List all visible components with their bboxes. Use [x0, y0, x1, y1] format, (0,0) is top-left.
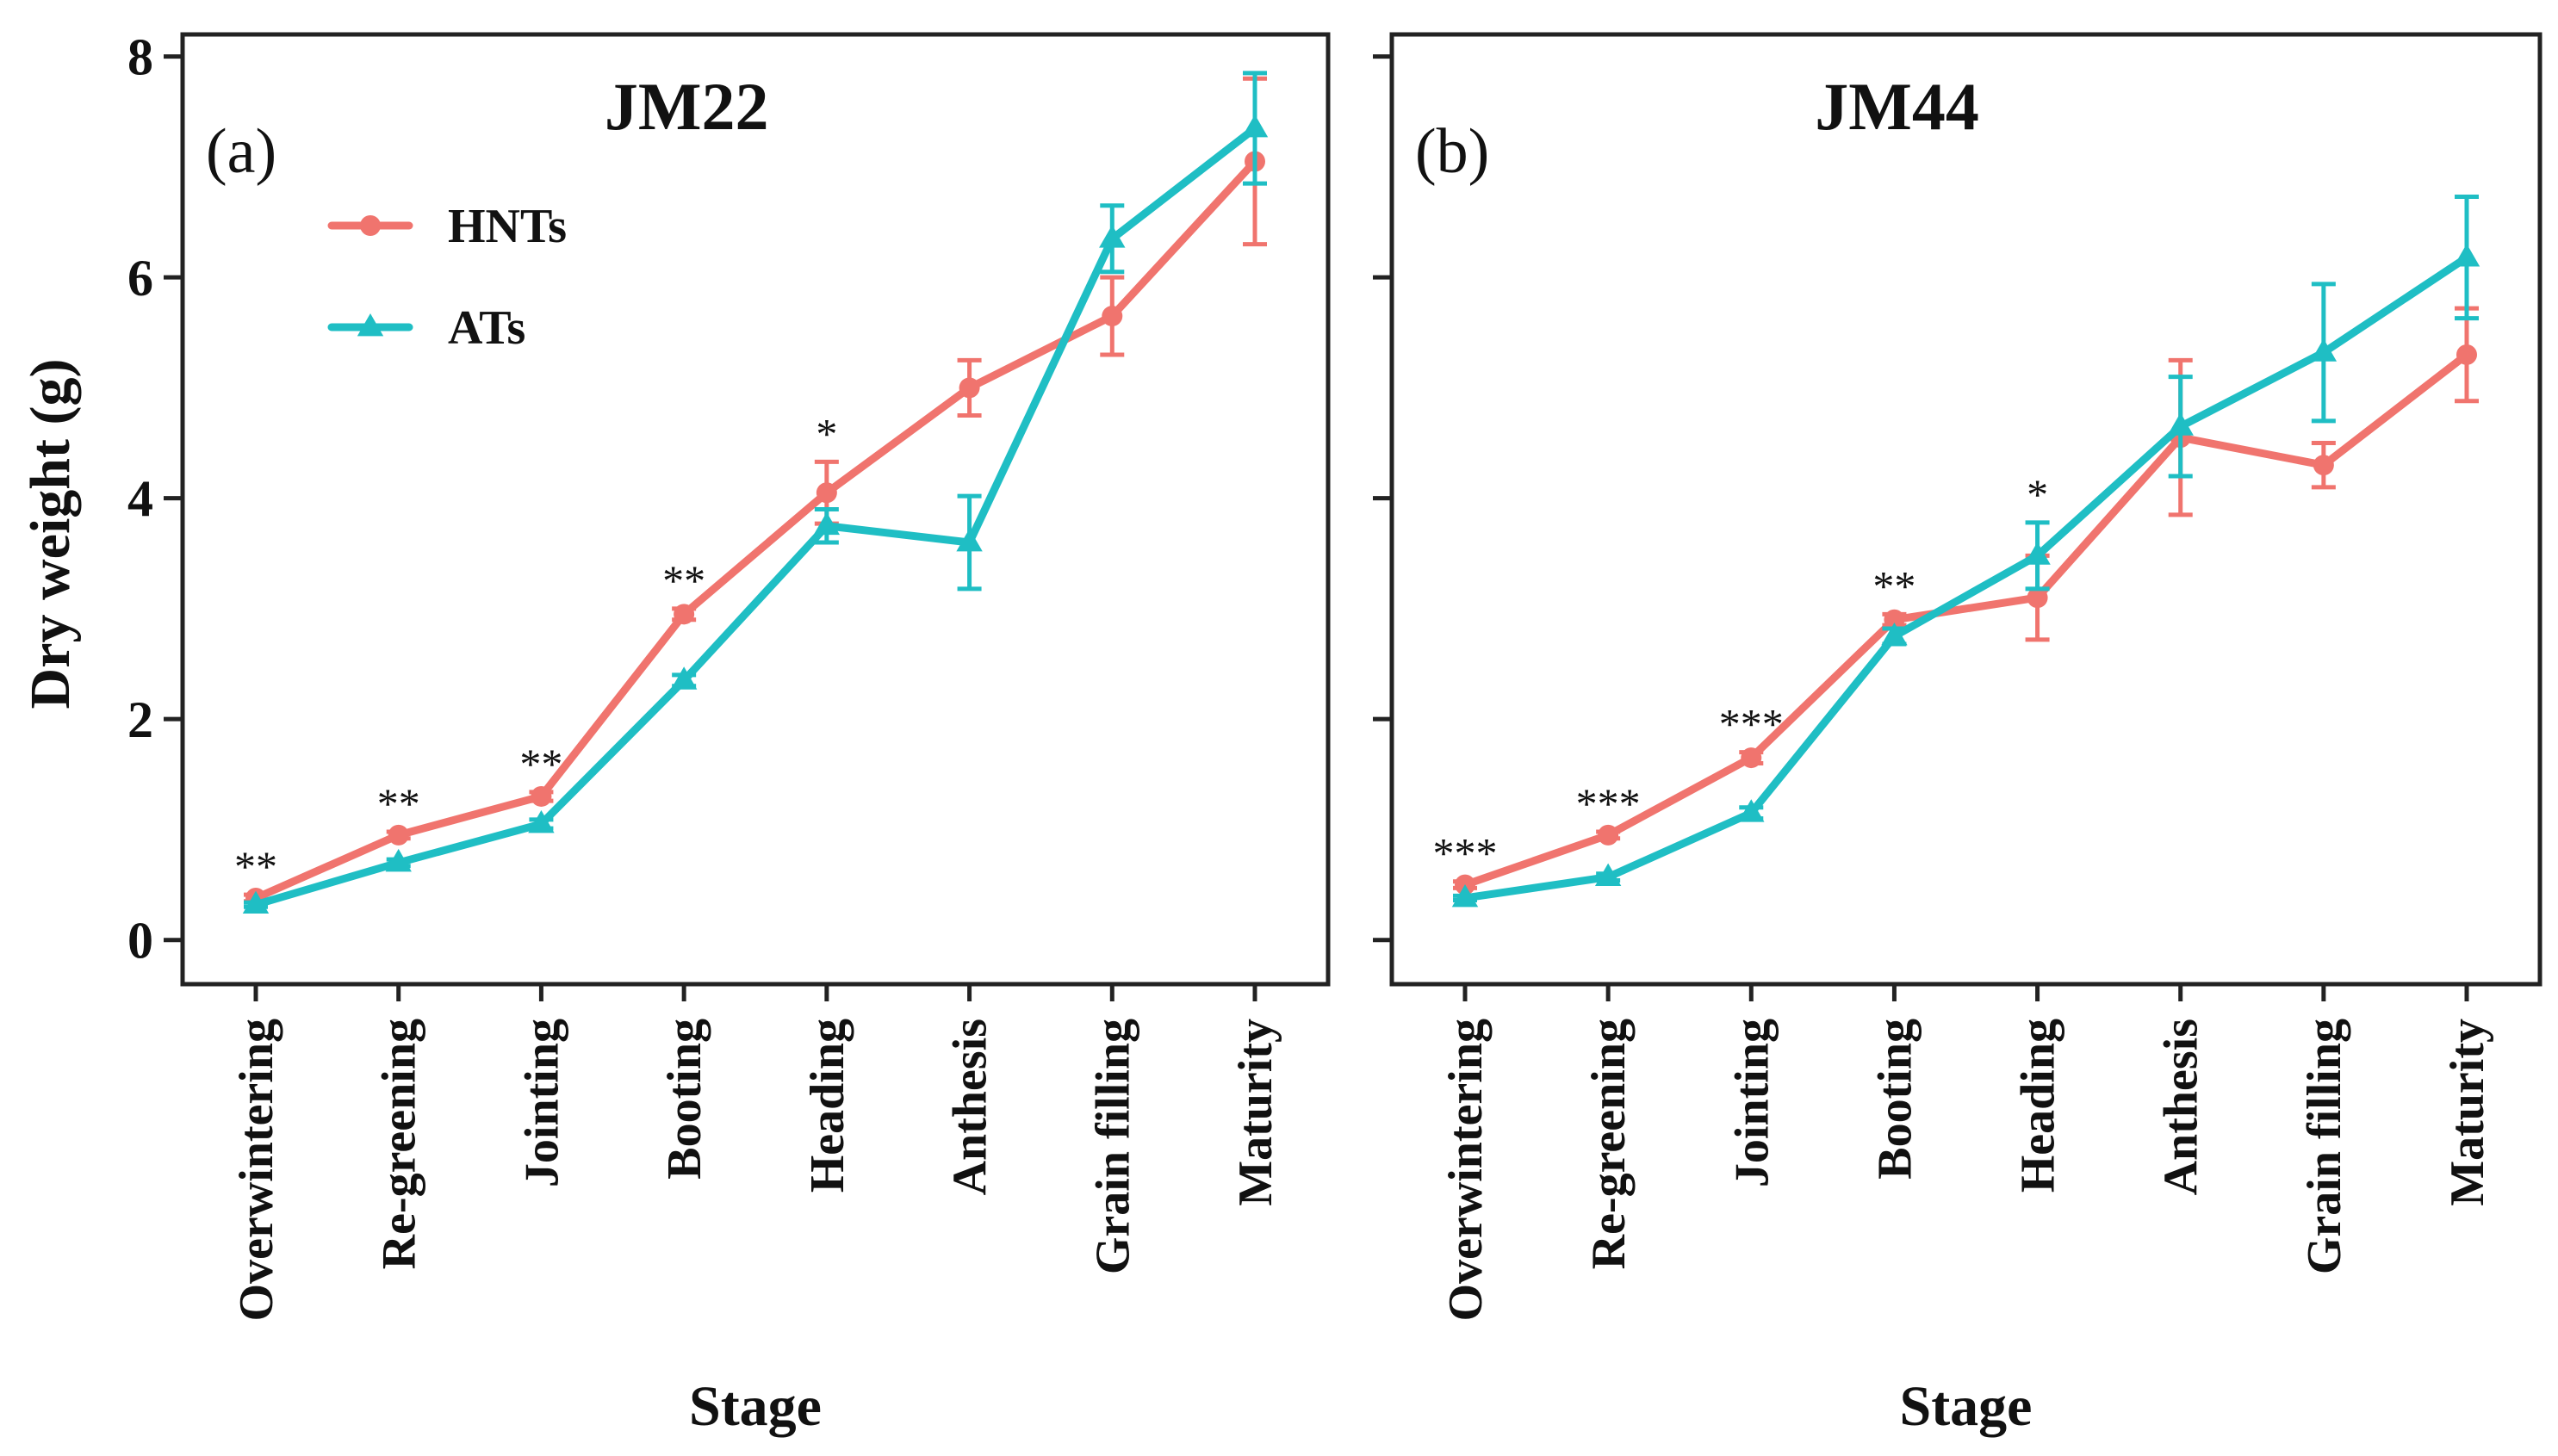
- panel-jm22: 0 2 4 6 8 Overwintering Re-greening Jointing Boo…: [127, 29, 1331, 1438]
- y-tick-label: 8: [127, 29, 153, 86]
- significance-label: **: [662, 556, 705, 604]
- legend-marker: [357, 313, 384, 337]
- x-tick-label: Booting: [658, 1019, 711, 1180]
- x-axis-title: Stage: [689, 1375, 822, 1438]
- data-point: [1241, 115, 1269, 138]
- data-point: [528, 810, 555, 833]
- data-point: [1102, 306, 1123, 327]
- x-tick-label: Heading: [2012, 1019, 2065, 1193]
- x-tick-label: Grain filling: [1086, 1019, 1139, 1274]
- data-point: [674, 604, 695, 625]
- data-point: [1881, 622, 1908, 646]
- legend-label: ATs: [448, 301, 525, 355]
- x-tick-label: Maturity: [1229, 1019, 1282, 1206]
- x-tick-label: Heading: [801, 1019, 854, 1193]
- significance-label: ***: [1719, 700, 1784, 748]
- y-tick-label: 6: [127, 250, 153, 307]
- panel-label: (b): [1415, 116, 1489, 187]
- significance-label: **: [519, 740, 562, 788]
- data-point: [1099, 225, 1126, 248]
- data-point: [2027, 587, 2048, 609]
- x-tick-label: Re-greening: [1582, 1019, 1636, 1269]
- significance-label: ***: [1576, 779, 1641, 827]
- x-tick-label: Re-greening: [373, 1019, 426, 1269]
- plot-frame: [180, 32, 1331, 987]
- panel-label: (a): [206, 116, 276, 187]
- series-line: [1461, 253, 2471, 902]
- significance-label: **: [377, 779, 420, 827]
- x-tick-label: Jointing: [1725, 1019, 1779, 1187]
- data-point: [816, 482, 837, 504]
- y-tick-label: 0: [127, 913, 153, 970]
- data-point: [242, 890, 270, 914]
- series-line: [251, 157, 1259, 902]
- series-line: [251, 124, 1259, 909]
- data-point: [2453, 244, 2480, 267]
- significance-label: *: [2027, 470, 2048, 518]
- series-ats: [242, 71, 1269, 914]
- data-point: [813, 511, 841, 536]
- x-axis-title: Stage: [1900, 1375, 2033, 1438]
- data-point: [1598, 824, 1619, 846]
- legend-label: HNTs: [448, 200, 567, 253]
- data-point: [1451, 883, 1479, 908]
- data-point: [959, 377, 980, 399]
- significance-label: ***: [1433, 829, 1498, 877]
- panel-title: JM44: [1815, 69, 1979, 144]
- data-point: [2313, 455, 2334, 476]
- data-point: [2167, 412, 2194, 436]
- x-tick-label: Overwintering: [230, 1019, 283, 1321]
- legend-marker: [360, 215, 381, 236]
- panel-jm44: Overwintering Re-greening Jointing Booting H…: [1373, 32, 2542, 1438]
- data-point: [670, 666, 698, 690]
- data-point: [2456, 344, 2477, 365]
- x-tick-label: Booting: [1868, 1019, 1922, 1180]
- series-hnts: [244, 76, 1267, 908]
- panel-title: JM22: [605, 69, 769, 144]
- data-point: [1741, 747, 1762, 769]
- plot-frame: [1389, 32, 2542, 987]
- y-tick-label: 2: [127, 691, 153, 748]
- data-point: [1738, 799, 1765, 822]
- x-tick-label: Anthesis: [2155, 1019, 2208, 1195]
- significance-label: **: [234, 842, 277, 890]
- x-tick-label: Grain filling: [2298, 1019, 2351, 1274]
- x-tick-label: Anthesis: [944, 1019, 997, 1195]
- series-hnts: [1453, 306, 2479, 895]
- legend: HNTs ATs: [327, 200, 567, 355]
- data-point: [385, 848, 412, 872]
- y-tick-label: 4: [127, 471, 153, 528]
- data-point: [1594, 863, 1622, 886]
- data-point: [531, 785, 552, 807]
- series-line: [1461, 350, 2471, 889]
- x-tick-label: Maturity: [2441, 1019, 2494, 1206]
- x-tick-label: Overwintering: [1439, 1019, 1493, 1321]
- y-axis-title: Dry weight (g): [19, 359, 82, 709]
- data-point: [2024, 542, 2051, 565]
- data-point: [956, 528, 983, 552]
- significance-label: *: [816, 409, 837, 457]
- significance-label: **: [1872, 561, 1915, 610]
- data-point: [1884, 609, 1905, 630]
- data-point: [388, 824, 409, 846]
- data-point: [2310, 338, 2338, 362]
- x-tick-label: Jointing: [515, 1019, 568, 1187]
- series-ats: [1451, 195, 2480, 908]
